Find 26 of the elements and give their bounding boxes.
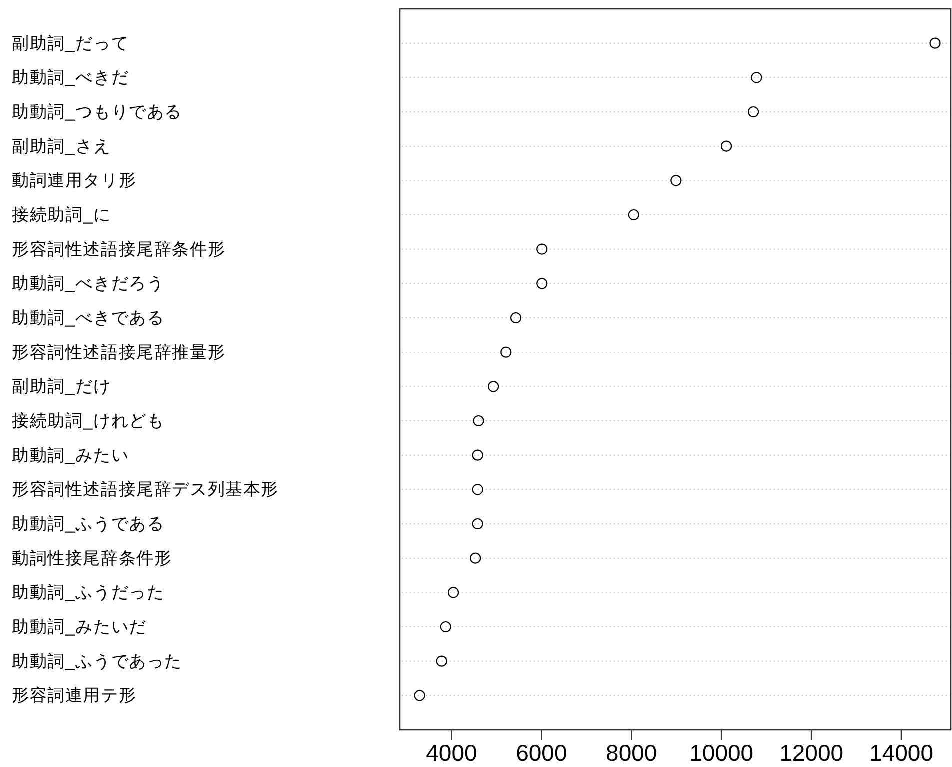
category-label: 助動詞_べきだろう [12, 274, 165, 294]
category-label: 形容詞性述語接尾辞推量形 [12, 342, 226, 362]
category-label: 助動詞_みたいだ [12, 618, 147, 636]
category-label: 助動詞_べきだ [12, 68, 130, 88]
category-label: 動詞連用タリ形 [12, 171, 137, 190]
category-label: 助動詞_つもりである [12, 102, 182, 122]
tick-label: 10000 [690, 740, 754, 766]
category-label: 助動詞_ふうだった [12, 583, 165, 602]
category-label: 助動詞_ふうであった [12, 652, 182, 671]
category-label: 形容詞性述語接尾辞デス列基本形 [12, 480, 279, 500]
tick-label: 4000 [426, 740, 478, 766]
category-label: 動詞性接尾辞条件形 [12, 548, 172, 568]
tick-label: 8000 [606, 740, 658, 766]
tick-label: 12000 [780, 740, 844, 766]
category-label: 助動詞_べきである [12, 308, 165, 328]
category-label: 助動詞_ふうである [12, 514, 165, 534]
category-label: 副助詞_さえ [12, 136, 112, 156]
category-label: 副助詞_だって [12, 34, 130, 53]
category-label: 接続助詞_けれども [12, 412, 165, 430]
category-label: 接続助詞_に [12, 206, 112, 224]
tick-label: 14000 [870, 740, 934, 766]
tick-label: 6000 [516, 740, 568, 766]
category-label: 副助詞_だけ [12, 377, 112, 396]
category-label: 助動詞_みたい [12, 446, 130, 465]
category-label: 形容詞連用テ形 [12, 686, 137, 706]
category-label: 形容詞性述語接尾辞条件形 [12, 240, 226, 259]
